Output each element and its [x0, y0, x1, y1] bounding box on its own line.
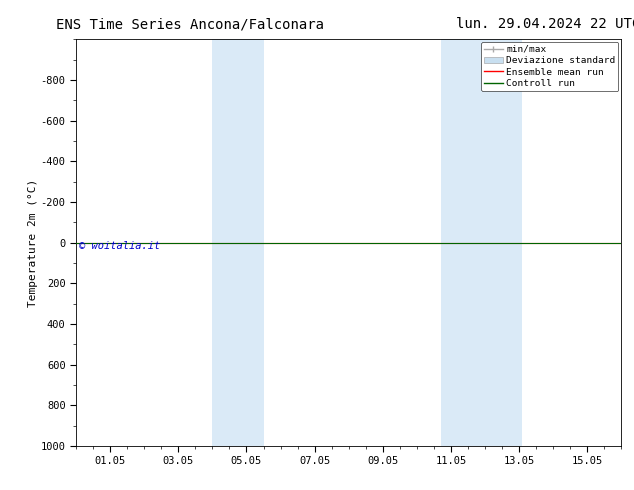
Bar	[212, 39, 264, 446]
Text: © woitalia.it: © woitalia.it	[79, 241, 160, 250]
Y-axis label: Temperature 2m (°C): Temperature 2m (°C)	[28, 178, 38, 307]
Text: lun. 29.04.2024 22 UTC: lun. 29.04.2024 22 UTC	[456, 17, 634, 31]
Bar	[441, 39, 522, 446]
Text: ENS Time Series Ancona/Falconara: ENS Time Series Ancona/Falconara	[56, 17, 324, 31]
Legend: min/max, Deviazione standard, Ensemble mean run, Controll run: min/max, Deviazione standard, Ensemble m…	[481, 42, 619, 91]
